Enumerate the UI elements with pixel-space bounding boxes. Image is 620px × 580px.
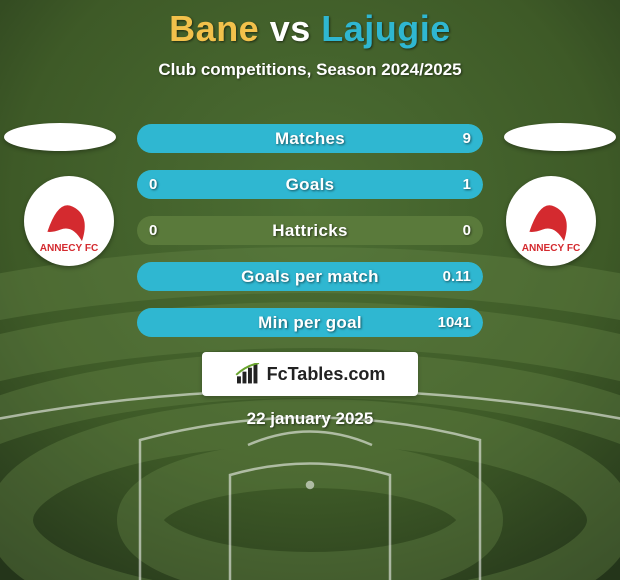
svg-text:ANNECY FC: ANNECY FC [40, 243, 99, 254]
date-text: 22 january 2025 [0, 409, 620, 429]
stat-row: Matches9 [137, 124, 483, 153]
stat-value-player1: 0 [149, 216, 157, 245]
stat-value-player2: 0 [463, 216, 471, 245]
subtitle: Club competitions, Season 2024/2025 [0, 60, 620, 80]
brand-badge[interactable]: FcTables.com [202, 352, 418, 396]
stat-value-player2: 0.11 [443, 262, 471, 291]
stat-label: Min per goal [137, 308, 483, 337]
bar-chart-icon [235, 363, 261, 385]
stats-container: Matches9Goals01Hattricks00Goals per matc… [137, 124, 483, 354]
vs-text: vs [270, 8, 311, 49]
stat-label: Hattricks [137, 216, 483, 245]
player1-name: Bane [169, 8, 259, 49]
stat-row: Min per goal1041 [137, 308, 483, 337]
player2-country-flag [504, 123, 616, 151]
annecy-fc-logo-icon: ANNECY FC [515, 185, 587, 257]
stat-label: Goals per match [137, 262, 483, 291]
annecy-fc-logo-icon: ANNECY FC [33, 185, 105, 257]
stat-value-player2: 1041 [438, 308, 471, 337]
stat-value-player2: 9 [463, 124, 471, 153]
player1-country-flag [4, 123, 116, 151]
stat-row: Goals per match0.11 [137, 262, 483, 291]
stat-row: Goals0 1 [137, 170, 483, 199]
player2-club-badge: ANNECY FC [506, 176, 596, 266]
brand-text: FcTables.com [267, 364, 386, 385]
stat-label: Goals [137, 170, 483, 199]
page-title: Bane vs Lajugie [0, 0, 620, 50]
stat-value-player1: 0 [149, 170, 157, 199]
svg-text:ANNECY FC: ANNECY FC [522, 243, 581, 254]
stat-row: Hattricks0 0 [137, 216, 483, 245]
stat-value-player2: 1 [463, 170, 471, 199]
player2-name: Lajugie [321, 8, 451, 49]
player1-club-badge: ANNECY FC [24, 176, 114, 266]
stat-label: Matches [137, 124, 483, 153]
